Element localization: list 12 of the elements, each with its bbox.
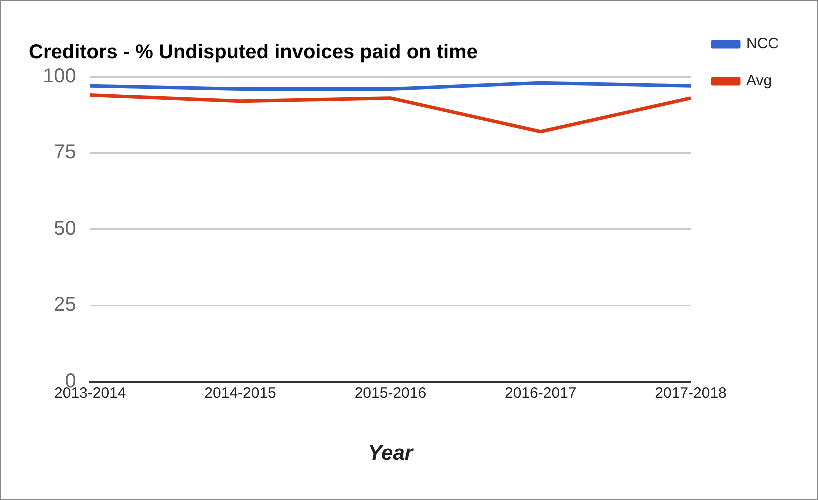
x-tick-label: 2016-2017 <box>504 384 577 402</box>
legend-label: NCC <box>746 36 780 53</box>
x-tick-label: 2014-2015 <box>204 384 276 402</box>
y-tick-label: 75 <box>54 142 76 164</box>
legend-label: Avg <box>746 72 772 90</box>
x-tick-label: 2017-2018 <box>655 384 727 402</box>
x-tick-label: 2015-2016 <box>354 384 427 402</box>
x-axis-title: Year <box>368 442 415 466</box>
chart-title: Creditors - % Undisputed invoices paid on time <box>29 42 478 64</box>
y-tick-label: 50 <box>54 218 76 240</box>
y-tick-label: 25 <box>54 294 76 316</box>
y-tick-label: 100 <box>42 66 76 88</box>
